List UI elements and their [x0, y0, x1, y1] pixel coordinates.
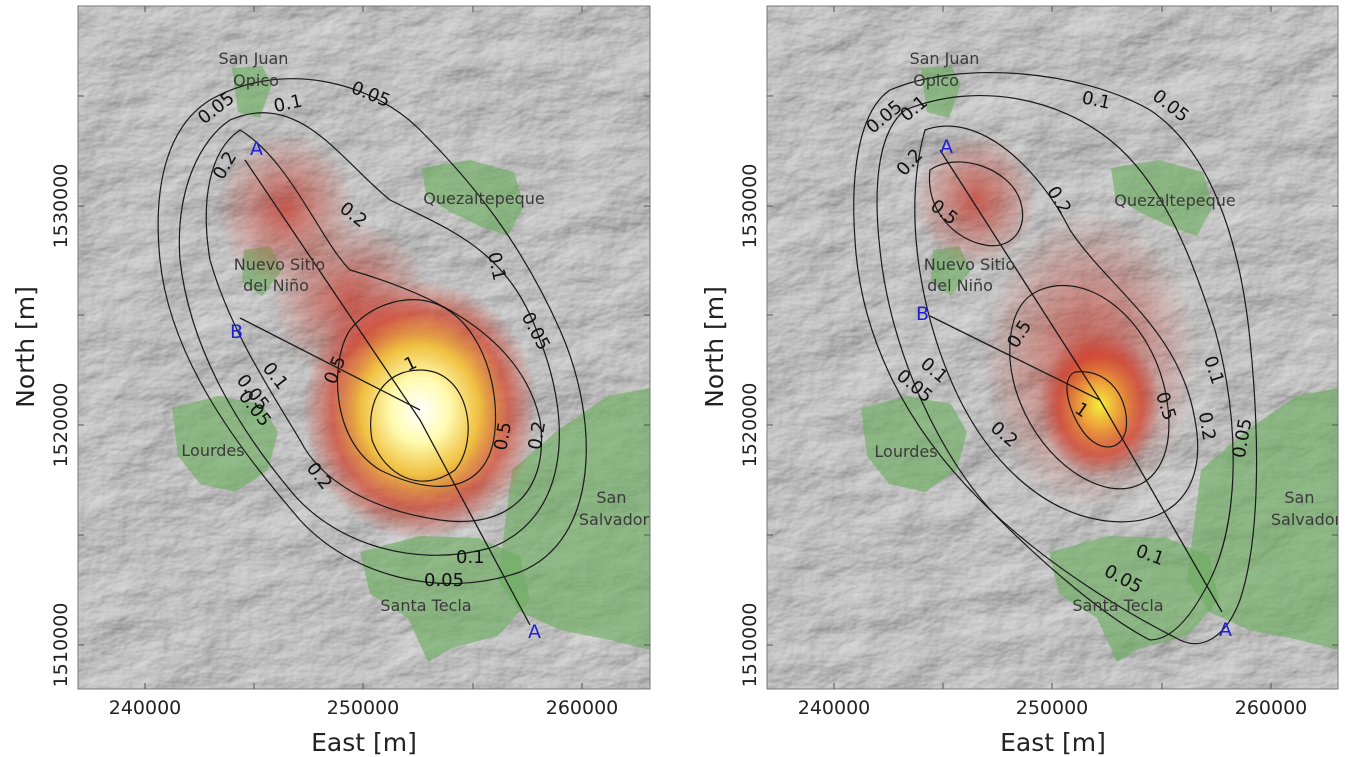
- urban-areas: [861, 66, 1338, 662]
- x-tick-label: 250000: [327, 697, 400, 719]
- contour-label: 0.2: [1194, 410, 1220, 442]
- x-tick-label: 260000: [1235, 697, 1308, 719]
- town-label-lourdes: Lourdes: [181, 441, 244, 460]
- contour-label: 0.2: [525, 420, 551, 452]
- x-tick-label: 260000: [546, 697, 619, 719]
- x-tick-label: 240000: [798, 697, 871, 719]
- section-label-a-north: A: [250, 138, 263, 160]
- x-tick-label: 250000: [1016, 697, 1089, 719]
- x-axis-label: East [m]: [311, 728, 417, 757]
- town-label-santa-tecla: Santa Tecla: [380, 596, 471, 615]
- town-label-san-juan-opico: San Juan Opico: [909, 49, 984, 90]
- contour-label: 0.5: [490, 420, 516, 452]
- section-point-labels: A B A: [916, 136, 1232, 641]
- contour-lines: [157, 78, 587, 585]
- y-axis-label: North [m]: [700, 286, 729, 408]
- hazard-map-right: 0.05 0.1 0.1 0.05 0.2 0.5 0.2 0.5 1 0.5 …: [700, 5, 1342, 757]
- x-tick-label: 240000: [109, 697, 182, 719]
- town-label-san-juan-opico: San Juan Opico: [218, 49, 293, 90]
- contour-label: 0.05: [424, 570, 464, 591]
- town-labels: San Juan Opico Quezaltepeque Nuevo Sitio…: [181, 49, 649, 615]
- town-label-santa-tecla: Santa Tecla: [1072, 596, 1163, 615]
- hazard-intensity: [914, 132, 1198, 510]
- section-label-a-south: A: [528, 621, 541, 643]
- town-label-san-salvador: San Salvador: [579, 488, 650, 529]
- cross-section-lines: [239, 159, 531, 626]
- map-frame: [77, 5, 651, 690]
- y-tick-label: 1530000: [50, 164, 72, 249]
- y-tick-labels: 1510000 1520000 1530000: [739, 164, 761, 688]
- x-tick-labels: 240000 250000 260000: [798, 697, 1308, 719]
- town-label-nuevo-sitio: Nuevo Sitio del Niño: [924, 255, 1021, 295]
- x-axis-label: East [m]: [1000, 728, 1106, 757]
- section-label-a-north: A: [940, 136, 953, 158]
- y-tick-label: 1520000: [739, 383, 761, 468]
- y-tick-labels: 1510000 1520000 1530000: [50, 164, 72, 688]
- contour-lines: [853, 71, 1258, 645]
- section-label-a-south: A: [1219, 619, 1232, 641]
- contour-label: 0.1: [456, 547, 485, 568]
- town-label-nuevo-sitio: Nuevo Sitio del Niño: [234, 255, 331, 295]
- y-tick-label: 1510000: [739, 603, 761, 688]
- town-labels: San Juan Opico Quezaltepeque Nuevo Sitio…: [874, 49, 1342, 615]
- tick-marks: [767, 6, 1338, 689]
- tick-marks: [78, 6, 650, 689]
- section-point-labels: A B A: [230, 138, 541, 643]
- x-tick-labels: 240000 250000 260000: [109, 697, 619, 719]
- urban-areas: [172, 66, 650, 662]
- y-tick-label: 1510000: [50, 603, 72, 688]
- cross-section-lines: [929, 149, 1223, 613]
- section-label-b: B: [916, 303, 929, 325]
- town-label-san-salvador: San Salvador: [1271, 488, 1342, 529]
- y-axis-label: North [m]: [11, 286, 40, 408]
- town-label-lourdes: Lourdes: [874, 442, 937, 461]
- hazard-map-left: 0.05 0.1 0.05 0.2 0.2 0.1 0.05 0.5 1 0.5…: [11, 5, 651, 757]
- town-label-quezaltepeque: Quezaltepeque: [423, 189, 544, 208]
- y-tick-label: 1520000: [50, 383, 72, 468]
- town-label-quezaltepeque: Quezaltepeque: [1114, 191, 1235, 210]
- y-tick-label: 1530000: [739, 164, 761, 249]
- section-label-b: B: [230, 321, 243, 343]
